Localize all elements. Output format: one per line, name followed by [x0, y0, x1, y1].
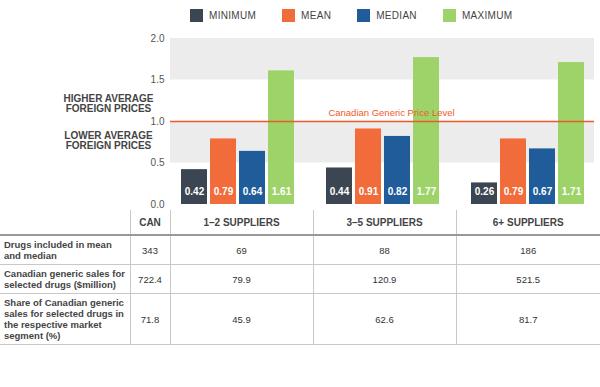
html-text:120.9: 120.9	[372, 273, 397, 285]
html-text:521.5: 521.5	[516, 273, 541, 285]
svg-text:0.5: 0.5	[151, 157, 165, 168]
svg-text:0.44: 0.44	[330, 186, 350, 197]
html-text:722.4: 722.4	[138, 273, 162, 285]
html-text:6+ SUPPLIERS: 6+ SUPPLIERS	[492, 216, 564, 228]
html-text:Canadian generic sales for sel: Canadian generic sales for selected drug…	[4, 268, 125, 290]
svg-text:0.79: 0.79	[214, 186, 234, 197]
svg-text:0.82: 0.82	[388, 186, 408, 197]
svg-text:1.71: 1.71	[562, 186, 582, 197]
svg-text:1.61: 1.61	[272, 186, 292, 197]
html-text:1–2 SUPPLIERS: 1–2 SUPPLIERS	[203, 216, 280, 228]
html-text:Drugs included in mean and med: Drugs included in mean and median	[4, 239, 112, 261]
html-text:186: 186	[520, 244, 537, 256]
html-text:45.9: 45.9	[232, 313, 251, 325]
svg-text:0.67: 0.67	[533, 186, 553, 197]
html-text:MEDIAN: MEDIAN	[376, 9, 417, 21]
svg-text:0.79: 0.79	[504, 186, 524, 197]
html-text:81.7: 81.7	[519, 313, 538, 325]
svg-text:2.0: 2.0	[151, 33, 165, 44]
svg-text:0.64: 0.64	[243, 186, 263, 197]
svg-text:Canadian Generic Price Level: Canadian Generic Price Level	[328, 107, 454, 118]
html-text:69: 69	[236, 244, 247, 256]
html-text:MAXIMUM: MAXIMUM	[461, 9, 513, 21]
html-text:62.6: 62.6	[375, 313, 394, 325]
html-text:79.9: 79.9	[232, 273, 251, 285]
html-text:88: 88	[379, 244, 390, 256]
svg-text:0.0: 0.0	[151, 199, 165, 210]
html-text:MEAN: MEAN	[301, 9, 332, 21]
html-text:71.8: 71.8	[140, 313, 160, 325]
html-text:CAN: CAN	[139, 216, 161, 228]
svg-text:0.26: 0.26	[475, 186, 495, 197]
svg-text:1.77: 1.77	[417, 186, 437, 197]
svg-text:0.42: 0.42	[185, 186, 205, 197]
html-text:343: 343	[142, 244, 158, 256]
svg-text:HIGHER AVERAGEFOREIGN PRICES: HIGHER AVERAGEFOREIGN PRICES	[63, 93, 153, 114]
svg-text:0.91: 0.91	[359, 186, 379, 197]
html-text:3–5 SUPPLIERS: 3–5 SUPPLIERS	[346, 216, 423, 228]
svg-text:1.0: 1.0	[151, 116, 165, 127]
html-text:MINIMUM: MINIMUM	[209, 9, 257, 21]
svg-text:LOWER AVERAGEFOREIGN PRICES: LOWER AVERAGEFOREIGN PRICES	[64, 130, 153, 151]
svg-text:1.5: 1.5	[151, 74, 165, 85]
html-text:Share of Canadian generic sale: Share of Canadian generic sales for sele…	[4, 297, 124, 341]
